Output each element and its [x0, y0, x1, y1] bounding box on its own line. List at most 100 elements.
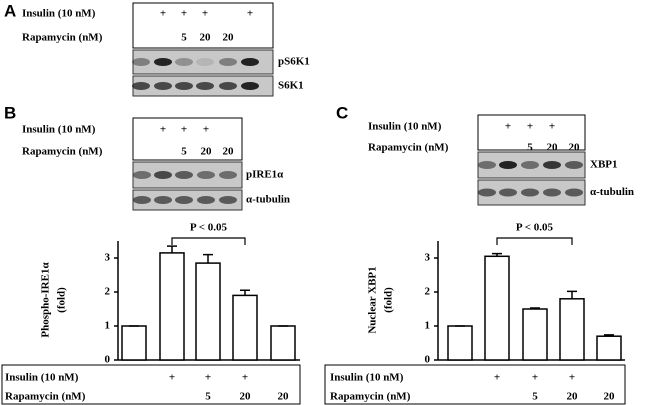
- annotation: P < 0.05: [516, 222, 554, 234]
- y-tick-label: 2: [425, 286, 431, 298]
- band: [154, 82, 172, 90]
- condition-value: 20: [569, 142, 581, 154]
- blot-label: pS6K1: [278, 56, 310, 68]
- bar: [484, 255, 510, 361]
- condition-name: Insulin (10 nM): [5, 372, 79, 384]
- condition-value: 20: [223, 146, 235, 158]
- band: [175, 171, 193, 179]
- y-axis-label: (fold): [56, 287, 68, 313]
- band: [499, 161, 517, 169]
- annotation: P < 0.05: [190, 222, 228, 234]
- band: [175, 82, 193, 90]
- bar: [232, 294, 258, 361]
- error-bar: [492, 252, 502, 257]
- blot-label: S6K1: [278, 80, 304, 92]
- band: [196, 82, 214, 90]
- condition-value: +: [505, 121, 511, 133]
- significance-bracket: [171, 237, 246, 245]
- condition-value: 5: [181, 146, 187, 158]
- y-axis-label: Phospho-IRE1α: [40, 262, 52, 338]
- condition-value: +: [181, 8, 187, 20]
- band: [133, 196, 151, 204]
- band: [133, 171, 151, 179]
- condition-value: 5: [181, 32, 187, 44]
- blot-label: pIRE1α: [246, 169, 284, 181]
- band: [154, 196, 172, 204]
- band: [543, 161, 561, 169]
- y-axis-label: (fold): [383, 287, 395, 313]
- condition-value: +: [205, 372, 211, 384]
- condition-value: 20: [567, 391, 579, 403]
- bar: [121, 325, 147, 361]
- band: [565, 188, 583, 197]
- error-bar: [530, 307, 540, 309]
- band: [175, 58, 193, 66]
- bar: [559, 298, 585, 361]
- band: [154, 58, 172, 66]
- panel-label: C: [336, 103, 348, 122]
- blot-label: α-tubulin: [590, 186, 634, 198]
- condition-frame: [132, 117, 243, 161]
- band: [478, 161, 496, 169]
- condition-value: 5: [205, 391, 211, 403]
- band: [219, 171, 237, 179]
- y-tick-label: 1: [425, 320, 431, 332]
- error-bar: [240, 289, 250, 296]
- condition-value: 20: [604, 391, 616, 403]
- condition-value: 20: [278, 391, 290, 403]
- condition-value: +: [569, 372, 575, 384]
- error-bar: [604, 334, 614, 337]
- y-tick-label: 1: [105, 320, 111, 332]
- condition-value: +: [532, 372, 538, 384]
- band: [478, 188, 496, 197]
- condition-value: 20: [200, 32, 212, 44]
- condition-name: Rapamycin (nM): [330, 391, 411, 403]
- condition-value: 20: [547, 142, 559, 154]
- bar: [195, 262, 221, 361]
- condition-name: Insulin (10 nM): [368, 121, 442, 133]
- y-tick-label: 3: [425, 252, 431, 264]
- band: [196, 58, 214, 66]
- condition-value: 20: [201, 146, 213, 158]
- significance-bracket: [496, 237, 573, 245]
- condition-value: +: [202, 8, 208, 20]
- band: [175, 196, 193, 204]
- condition-frame: [132, 2, 274, 49]
- condition-value: +: [549, 121, 555, 133]
- condition-name: Rapamycin (nM): [22, 146, 103, 158]
- condition-value: +: [247, 8, 253, 20]
- bar: [596, 335, 622, 361]
- condition-table: [1, 364, 301, 405]
- band: [241, 82, 259, 90]
- condition-value: 5: [532, 391, 538, 403]
- condition-value: +: [242, 372, 248, 384]
- blot-label: α-tubulin: [246, 194, 290, 206]
- condition-name: Insulin (10 nM): [22, 8, 96, 20]
- condition-value: +: [169, 372, 175, 384]
- condition-table: [324, 364, 626, 405]
- bar: [159, 252, 185, 361]
- bar: [522, 308, 548, 361]
- y-tick-label: 2: [105, 286, 111, 298]
- band: [219, 58, 237, 66]
- band: [499, 188, 517, 197]
- condition-name: Rapamycin (nM): [5, 391, 86, 403]
- band: [197, 196, 215, 204]
- condition-value: +: [494, 372, 500, 384]
- condition-name: Insulin (10 nM): [330, 372, 404, 384]
- condition-value: 20: [240, 391, 252, 403]
- band: [132, 58, 150, 66]
- condition-value: 5: [527, 142, 533, 154]
- condition-value: +: [181, 124, 187, 136]
- band: [241, 58, 259, 66]
- band: [543, 188, 561, 197]
- band: [219, 196, 237, 204]
- panel-label: B: [4, 103, 16, 122]
- y-tick-label: 0: [105, 354, 111, 366]
- condition-value: 20: [223, 32, 235, 44]
- error-bar: [567, 290, 577, 299]
- band: [521, 188, 539, 197]
- band: [219, 82, 237, 90]
- bar: [447, 325, 473, 361]
